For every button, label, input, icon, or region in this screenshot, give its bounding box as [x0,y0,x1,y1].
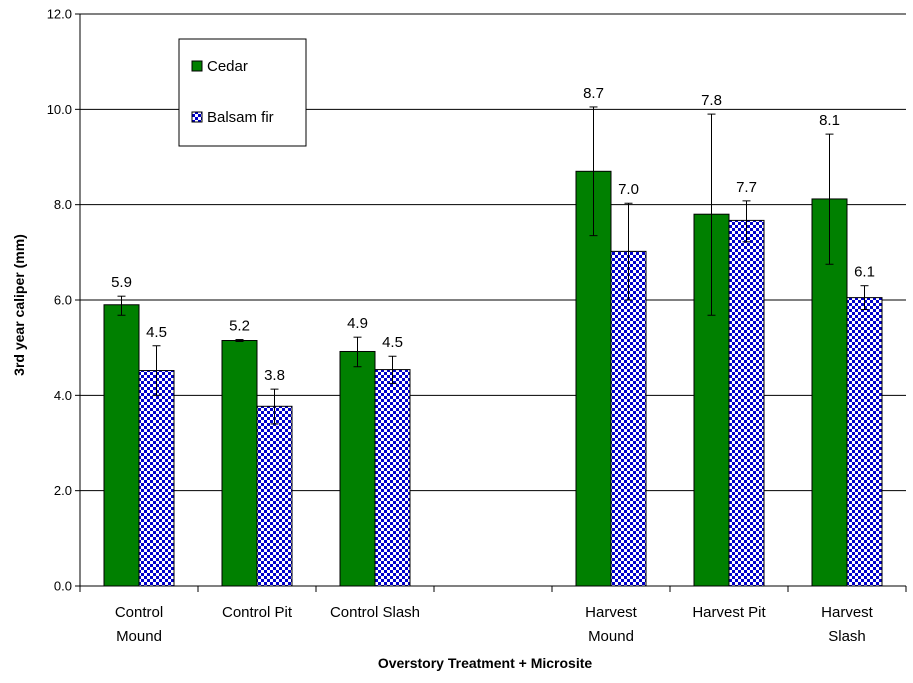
data-label: 5.9 [111,274,132,291]
y-tick-label: 0.0 [54,579,72,594]
data-labels: 5.9 5.2 4.9 8.7 7.8 8.1 4.5 3.8 4.5 7.0 7.7 6.1 [111,85,875,384]
y-tick-label: 12.0 [47,7,72,22]
data-label: 6.1 [854,264,875,281]
legend-box [178,38,307,147]
data-label: 4.9 [347,315,368,332]
data-label: 8.7 [583,85,604,102]
y-axis-title: 3rd year caliper (mm) [11,234,27,376]
bar-cedar [221,340,258,587]
bar-balsam-fir [846,297,883,587]
y-tick-labels: 0.0 2.0 4.0 6.0 8.0 10.0 12.0 [47,7,72,594]
x-axis-title: Overstory Treatment + Microsite [378,655,593,671]
bar-balsam-fir [610,250,647,587]
data-label: 5.2 [229,318,250,335]
y-tick-label: 10.0 [47,102,72,117]
x-category-label: Mound [588,628,634,645]
x-category-label: Slash [828,628,866,645]
y-tick-label: 2.0 [54,483,72,498]
x-category-label: Mound [116,628,162,645]
legend-label-cedar: Cedar [207,58,248,75]
bar-balsam-fir [256,405,293,587]
x-category-label: Harvest Pit [692,604,766,621]
bar-cedar [339,350,376,587]
legend: Cedar Balsam fir [178,38,307,147]
bar-cedar [103,304,140,587]
x-category-labels: Control Mound Control Pit Control Slash Harv… [115,604,874,645]
axes [75,13,907,592]
legend-swatch-cedar [191,60,203,72]
data-label: 4.5 [146,324,167,341]
x-category-label: Harvest [585,604,638,621]
legend-label-balsam-fir: Balsam fir [207,109,274,126]
x-category-label: Control Pit [222,604,293,621]
y-tick-label: 4.0 [54,388,72,403]
data-label: 3.8 [264,367,285,384]
data-label: 7.7 [736,179,757,196]
bars [103,170,883,587]
x-category-label: Control [115,604,163,621]
data-label: 7.0 [618,181,639,198]
y-tick-label: 6.0 [54,293,72,308]
y-tick-label: 8.0 [54,197,72,212]
data-label: 8.1 [819,112,840,129]
bar-balsam-fir [138,370,175,587]
x-category-label: Harvest [821,604,874,621]
x-category-label: Control Slash [330,604,420,621]
bar-balsam-fir [728,219,765,587]
bar-balsam-fir [374,369,411,587]
data-label: 4.5 [382,334,403,351]
data-label: 7.8 [701,92,722,109]
error-bars [117,106,869,425]
legend-swatch-balsam-fir [191,111,203,123]
